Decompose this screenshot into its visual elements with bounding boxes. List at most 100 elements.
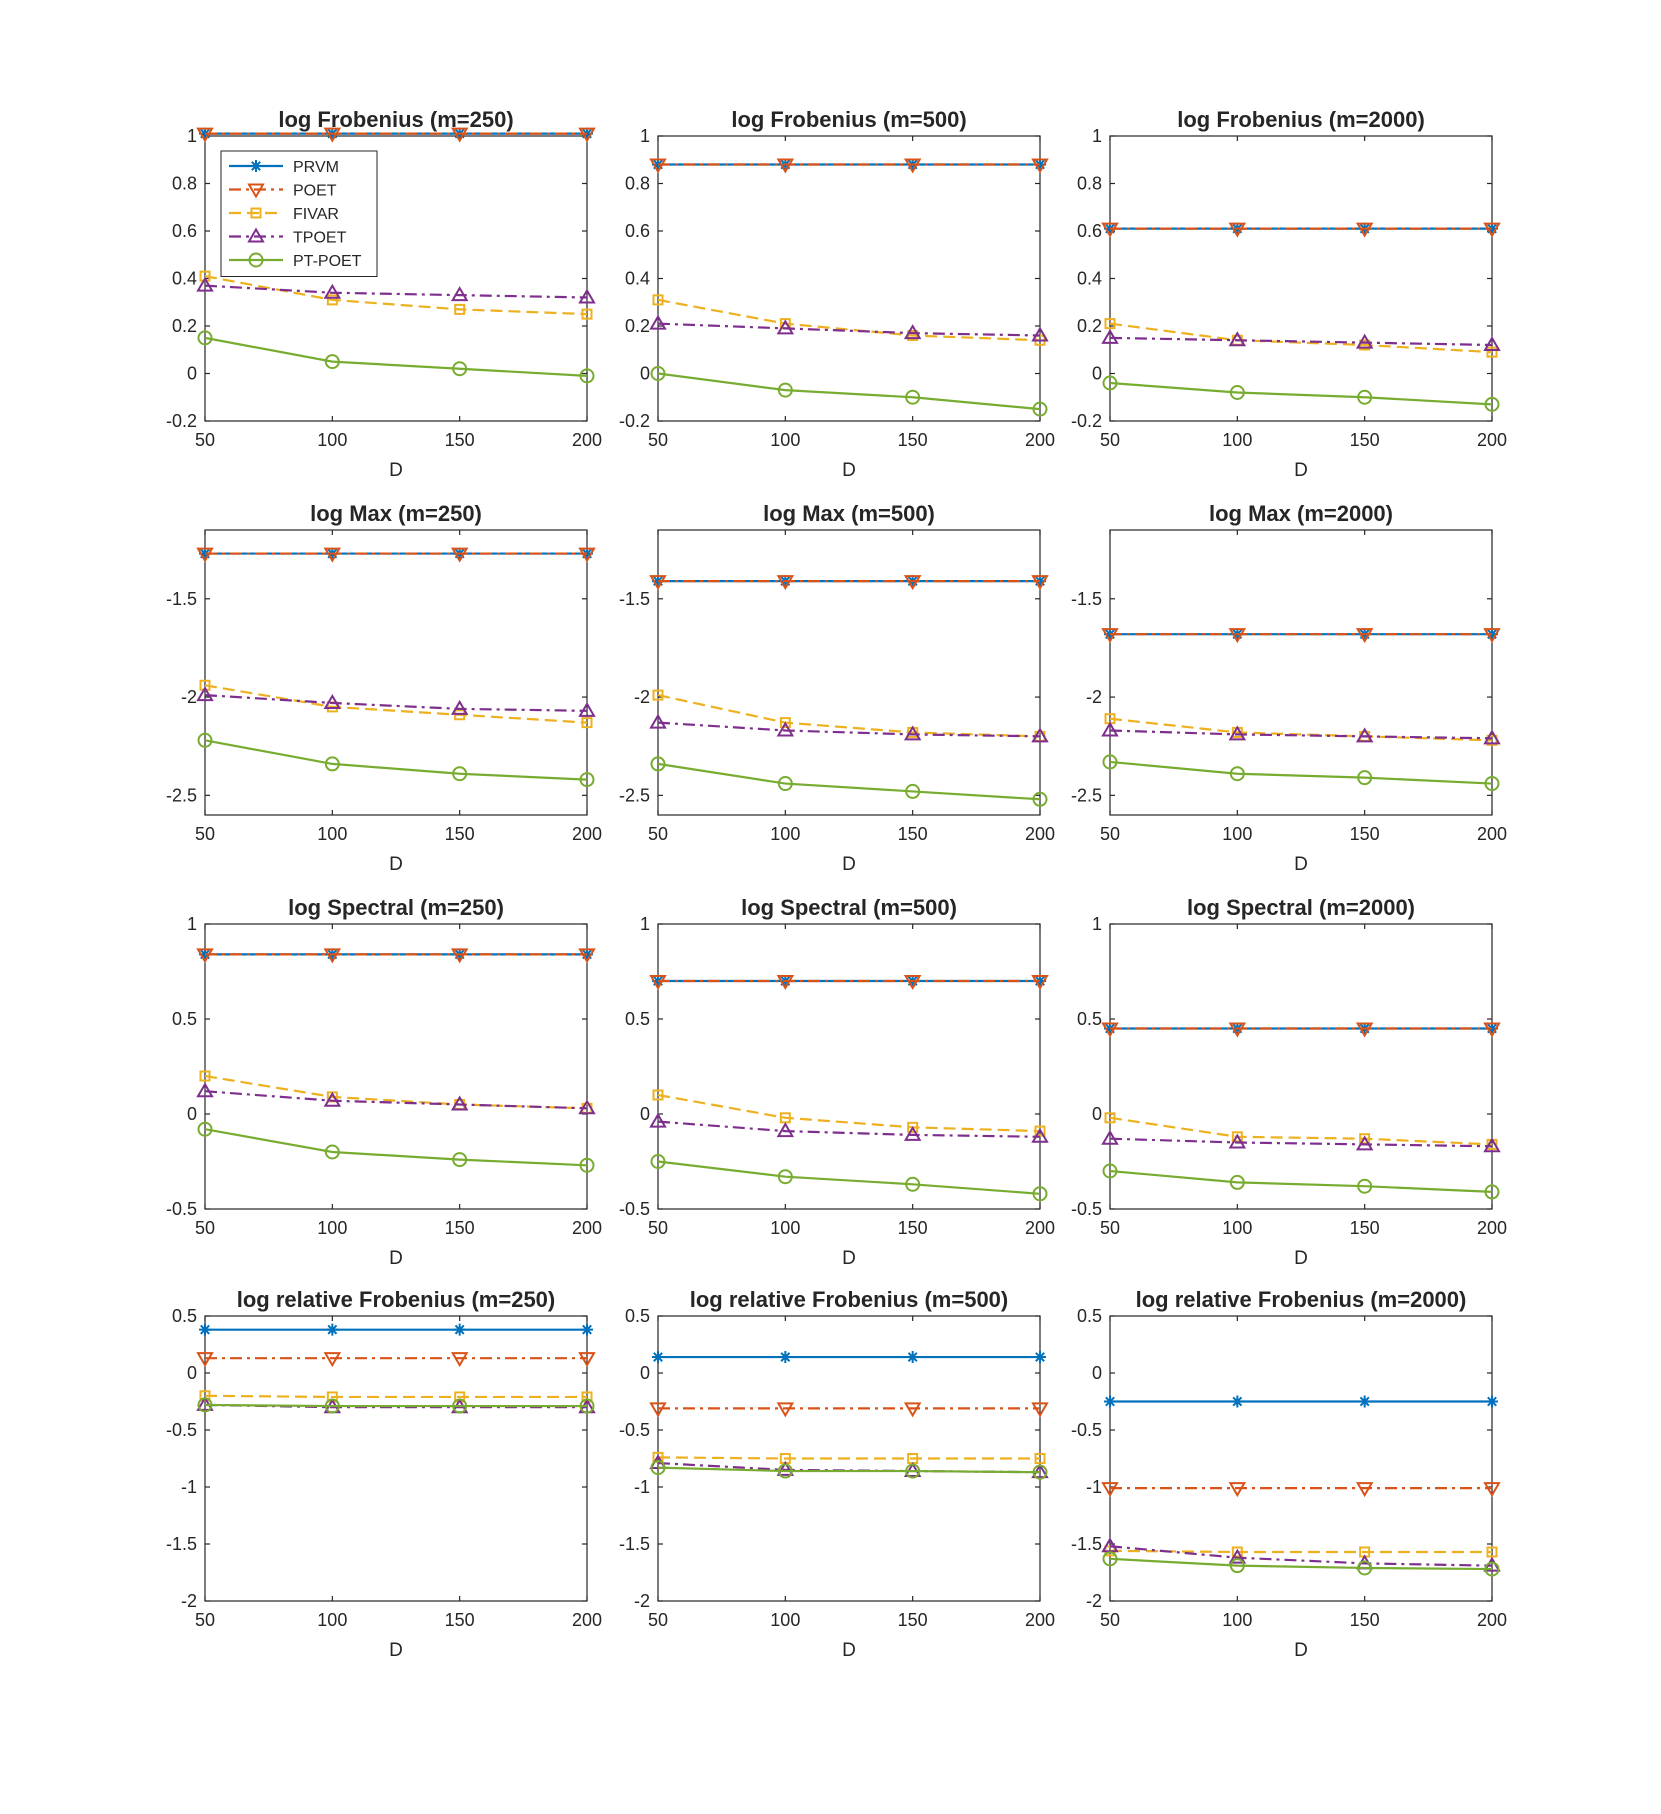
y-tick-label: 0.6	[1077, 221, 1102, 241]
data-point-tpoet-200	[578, 1099, 596, 1115]
data-point-fivar-200	[1486, 346, 1498, 358]
series-tpoet	[649, 713, 1049, 743]
y-tick-label: -2.5	[1071, 785, 1102, 805]
series-line-pt-poet	[204, 336, 588, 377]
x-tick-label: 200	[1477, 430, 1507, 450]
data-point-pt-poet-50	[650, 1460, 666, 1476]
data-point-pt-poet-200	[1484, 1184, 1500, 1200]
data-point-poet-50	[1101, 1482, 1119, 1498]
y-tick-label: 0.5	[625, 1306, 650, 1326]
series-poet	[649, 575, 1049, 591]
series-fivar	[1104, 1112, 1498, 1150]
data-point-prvm-200	[1486, 1395, 1498, 1408]
data-point-pt-poet-100	[1229, 1174, 1245, 1190]
data-point-pt-poet-150	[1357, 389, 1373, 405]
series-tpoet	[196, 276, 596, 304]
panel-9: 50 100 150 200 -0.5 0 0.5 1 log Spectral (m=2000…	[1071, 895, 1507, 1269]
data-point-fivar-150	[454, 303, 466, 315]
x-tick-label: 50	[195, 430, 215, 450]
data-point-poet-200	[1031, 1402, 1049, 1418]
panel-5: 50 100 150 200 -2.5 -2 -1.5 log Max (m=500) D	[619, 501, 1055, 875]
data-point-tpoet-200	[1031, 1127, 1049, 1143]
x-tick-label: 100	[770, 824, 800, 844]
data-point-tpoet-100	[776, 721, 795, 737]
series-pt-poet	[1102, 375, 1500, 412]
data-point-fivar-50	[1104, 1112, 1116, 1124]
series-line-pt-poet	[657, 1160, 1041, 1195]
series-pt-poet	[197, 732, 595, 788]
x-tick-label: 100	[317, 824, 347, 844]
data-point-tpoet-100	[1228, 1548, 1247, 1564]
panel-title: log Spectral (m=500)	[741, 895, 957, 920]
data-point-fivar-150	[1359, 1133, 1371, 1145]
y-tick-label: -1	[181, 1477, 197, 1497]
data-point-pt-poet-200	[579, 1157, 595, 1173]
y-tick-label: 1	[1092, 914, 1102, 934]
data-point-fivar-100	[1231, 1546, 1243, 1558]
data-point-pt-poet-100	[1229, 385, 1245, 400]
y-tick-label: 1	[1092, 126, 1102, 146]
panel-11: 50 100 150 200 -2 -1.5 -1 -0.5 0 0.5 log relative …	[619, 1287, 1055, 1661]
data-point-poet-50	[1101, 1022, 1119, 1038]
data-point-pt-poet-50	[197, 1121, 213, 1137]
data-point-poet-100	[1228, 222, 1247, 238]
data-point-tpoet-200	[578, 288, 596, 304]
data-point-fivar-100	[326, 294, 338, 306]
x-axis-label: D	[389, 854, 403, 875]
x-tick-label: 150	[898, 824, 928, 844]
data-point-tpoet-200	[1031, 727, 1049, 743]
y-tick-label: 0	[640, 1104, 650, 1124]
y-tick-label: 0	[640, 364, 650, 384]
panel-12: 50 100 150 200 -2 -1.5 -1 -0.5 0 0.5 log relative …	[1071, 1287, 1507, 1661]
data-point-prvm-50	[199, 1323, 211, 1336]
data-point-pt-poet-100	[1229, 766, 1245, 782]
x-axis-label: D	[1294, 1248, 1308, 1269]
data-point-poet-200	[1031, 975, 1049, 990]
data-point-poet-150	[1355, 1482, 1374, 1498]
data-point-tpoet-50	[1101, 721, 1119, 737]
data-point-poet-200	[1031, 575, 1049, 591]
y-tick-label: -0.2	[1071, 411, 1102, 431]
data-point-poet-200	[1031, 158, 1049, 174]
data-point-tpoet-150	[1355, 333, 1374, 349]
series-poet	[1101, 222, 1501, 238]
y-tick-label: -0.2	[166, 411, 197, 431]
series-poet	[196, 127, 596, 143]
y-tick-label: -0.2	[619, 411, 650, 431]
y-tick-label: 1	[187, 126, 197, 146]
data-point-pt-poet-150	[452, 1398, 468, 1414]
data-point-poet-100	[323, 1352, 342, 1368]
y-tick-label: -2	[181, 687, 197, 707]
panel-8: 50 100 150 200 -0.5 0 0.5 1 log Spectral (m=500)…	[619, 895, 1055, 1269]
data-point-poet-200	[578, 1352, 596, 1368]
data-point-poet-150	[903, 1402, 922, 1418]
panel-title: log relative Frobenius (m=2000)	[1136, 1287, 1467, 1312]
data-point-pt-poet-200	[1032, 791, 1048, 807]
data-point-pt-poet-50	[1102, 375, 1118, 391]
series-line-fivar	[1109, 1549, 1492, 1554]
series-line-pt-poet	[657, 762, 1041, 801]
x-tick-label: 200	[1477, 1610, 1507, 1630]
legend-marker-tpoet	[247, 227, 265, 243]
data-point-tpoet-150	[1355, 1135, 1374, 1151]
data-point-prvm-100	[779, 1351, 792, 1364]
axes-box	[1109, 1315, 1493, 1602]
data-point-prvm-200	[581, 1323, 593, 1336]
axes-box	[657, 135, 1041, 422]
data-point-pt-poet-200	[1032, 401, 1048, 417]
series-poet	[196, 547, 596, 563]
data-point-poet-150	[450, 948, 469, 964]
data-point-poet-50	[649, 1402, 667, 1418]
series-pt-poet	[197, 330, 595, 384]
y-tick-label: -2.5	[166, 785, 197, 805]
data-point-fivar-50	[1104, 318, 1116, 330]
data-point-pt-poet-150	[452, 361, 468, 377]
panel-10: 50 100 150 200 -2 -1.5 -1 -0.5 0 0.5 log relative …	[166, 1287, 602, 1661]
legend-marker-fivar	[250, 207, 262, 219]
y-tick-label: -0.5	[1071, 1420, 1102, 1440]
axes-box	[657, 923, 1041, 1210]
y-tick-label: 0.4	[172, 269, 197, 289]
panel-title: log Frobenius (m=250)	[278, 107, 513, 132]
series-pt-poet	[1102, 1551, 1500, 1577]
x-tick-label: 150	[1350, 430, 1380, 450]
